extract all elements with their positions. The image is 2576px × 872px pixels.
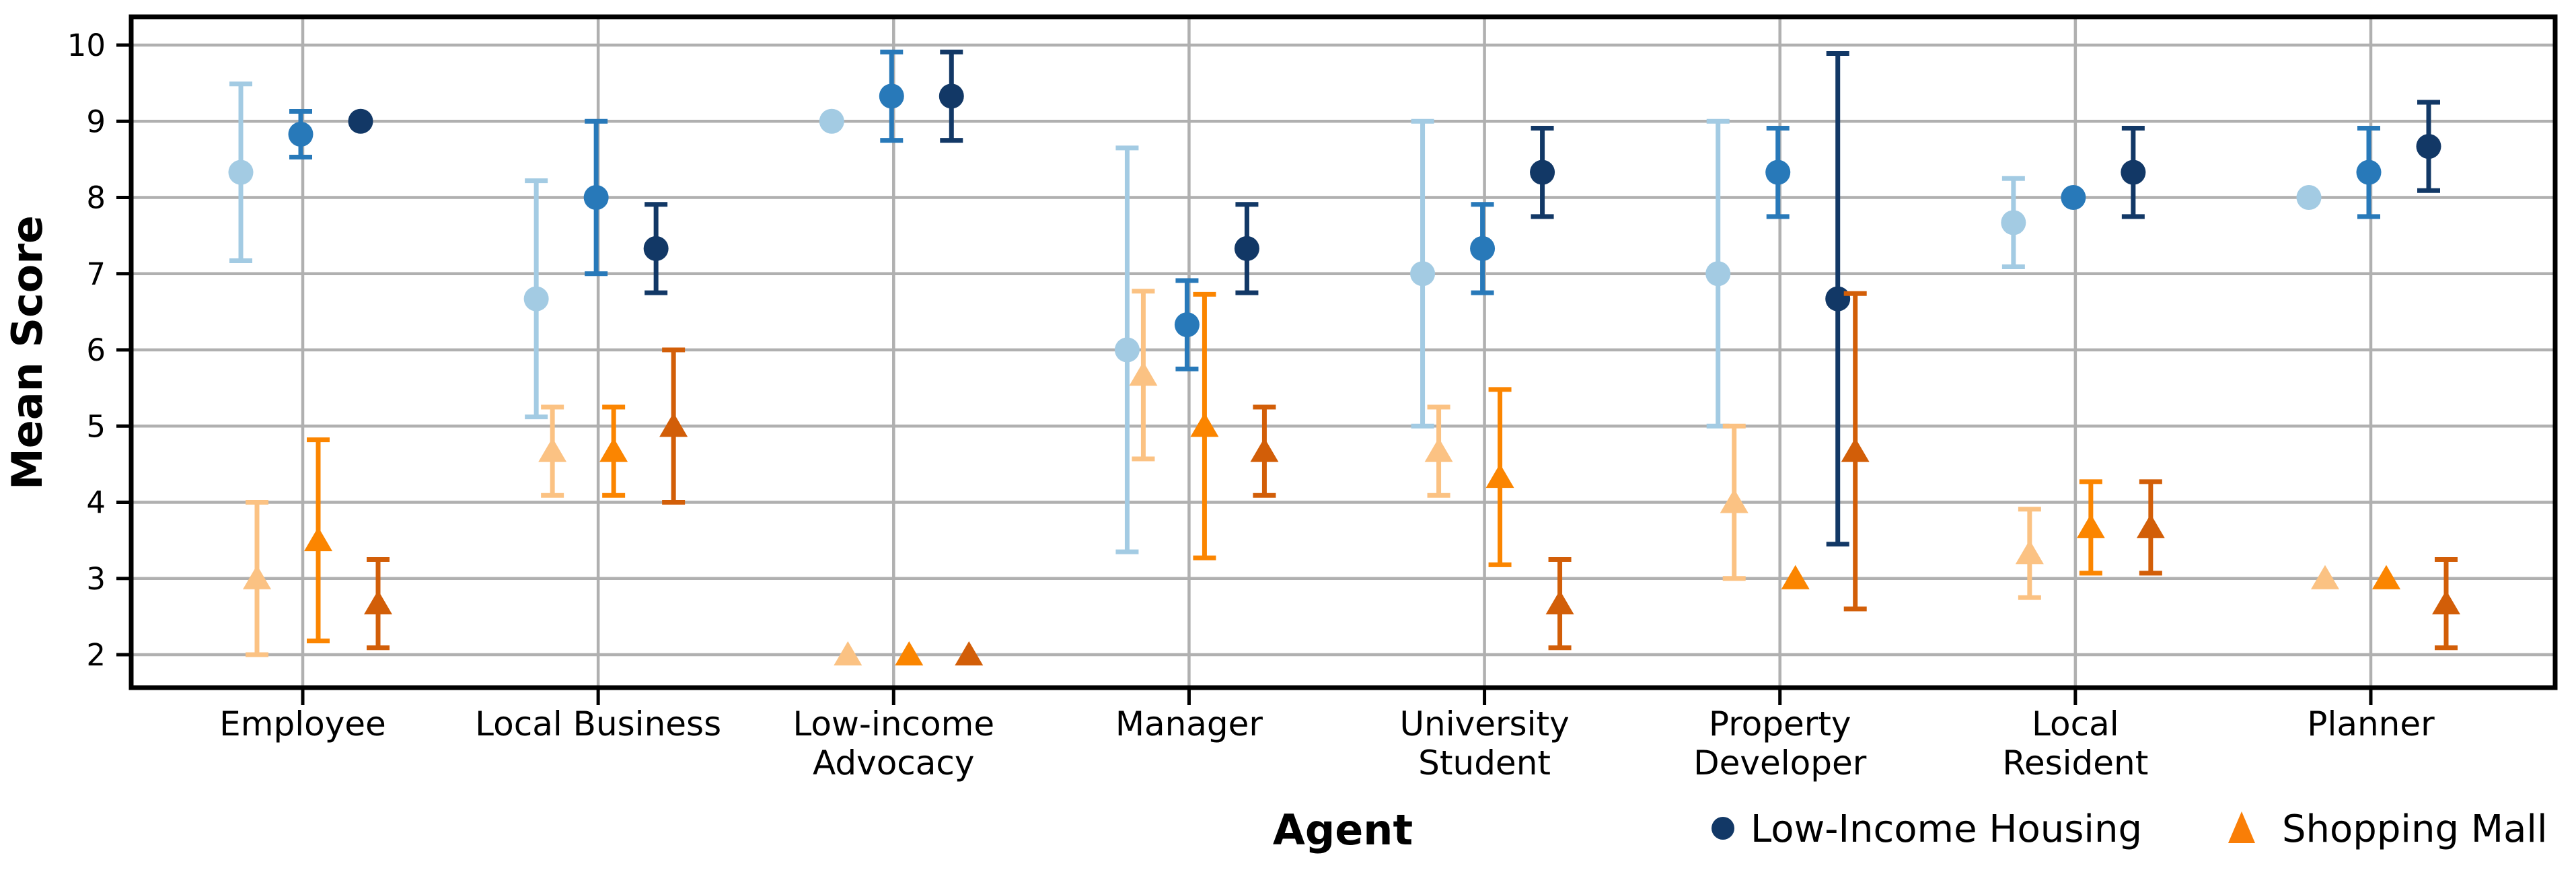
circle-marker: [1470, 235, 1496, 261]
triangle-marker: [2015, 540, 2044, 565]
circle-marker: [1705, 261, 1731, 287]
triangle-marker: [1424, 437, 1453, 462]
x-tick-label: Planner: [2307, 704, 2435, 743]
x-tick-label: University: [1399, 704, 1569, 743]
triangle-marker: [659, 412, 688, 437]
y-tick-label: 3: [86, 561, 106, 597]
y-tick-label: 2: [86, 637, 106, 673]
x-axis-title: Agent: [1273, 805, 1413, 855]
series-housing-2: [348, 49, 2441, 547]
x-tick-label: Property: [1709, 704, 1851, 743]
triangle-marker: [1545, 590, 1574, 615]
y-tick-label: 7: [86, 256, 106, 292]
y-axis-title: Mean Score: [3, 215, 52, 490]
circle-marker: [288, 122, 314, 147]
triangle-marker: [599, 437, 628, 462]
circle-marker: [583, 185, 609, 210]
triangle-marker: [2076, 513, 2105, 538]
triangle-marker: [834, 641, 862, 665]
triangle-marker: [2432, 590, 2460, 615]
legend-mall-marker-icon: [2228, 811, 2255, 843]
triangle-marker: [2372, 565, 2400, 589]
circle-marker: [348, 108, 373, 134]
x-tick-label: Employee: [219, 704, 386, 743]
circle-marker: [1174, 312, 1200, 338]
circle-marker: [2121, 159, 2146, 185]
triangle-marker: [895, 641, 924, 665]
plot-border: [128, 14, 2558, 690]
triangle-marker: [1190, 412, 1219, 437]
circle-marker: [1825, 286, 1851, 312]
triangle-marker: [1129, 361, 1158, 386]
series-housing-0: [228, 81, 2322, 554]
x-tick-label: Resident: [2002, 743, 2148, 783]
series-mall-4: [304, 291, 2400, 665]
series-housing-1: [288, 49, 2382, 371]
legend-housing-label: Low-Income Housing: [1751, 807, 2142, 851]
circle-marker: [523, 286, 549, 312]
circle-marker: [2061, 185, 2086, 210]
x-tick-label: Advocacy: [813, 743, 974, 783]
triangle-marker: [2136, 513, 2165, 538]
y-tick-label: 5: [86, 408, 106, 444]
circle-marker: [2296, 185, 2322, 210]
circle-marker: [2416, 134, 2441, 159]
grid-lines: [131, 17, 2555, 688]
circle-marker: [939, 83, 964, 109]
tick-labels: 2 3 4 5 6 7 8 9 10 Employee Local Business Low-inco…: [67, 28, 2435, 783]
x-tick-label: Low-income: [793, 704, 994, 743]
triangle-marker: [2311, 565, 2339, 589]
circle-marker: [228, 159, 254, 185]
circle-marker: [1410, 261, 1436, 287]
circle-marker: [1114, 337, 1140, 363]
circle-marker: [1234, 235, 1259, 261]
triangle-marker: [955, 641, 984, 665]
triangle-marker: [1250, 437, 1279, 462]
x-tick-label: Developer: [1693, 743, 1867, 783]
triangle-marker: [538, 437, 567, 462]
triangle-marker: [1781, 565, 1810, 589]
triangle-marker: [304, 527, 332, 552]
x-tick-label: Manager: [1115, 704, 1263, 743]
legend-mall-label: Shopping Mall: [2282, 807, 2548, 851]
y-tick-label: 4: [86, 485, 106, 521]
data-points: [228, 49, 2460, 665]
triangle-marker: [1720, 488, 1749, 513]
series-mall-5: [364, 291, 2460, 665]
y-tick-label: 6: [86, 332, 106, 368]
circle-marker: [819, 108, 844, 134]
legend: Low-Income Housing Shopping Mall: [1712, 807, 2548, 851]
y-tick-label: 10: [67, 28, 106, 63]
y-tick-label: 9: [86, 104, 106, 139]
legend-housing-marker-icon: [1712, 817, 1734, 840]
triangle-marker: [1485, 464, 1514, 488]
x-tick-label: Local: [2032, 704, 2119, 743]
circle-marker: [1765, 159, 1791, 185]
series-mall-3: [243, 289, 2339, 665]
x-tick-label: Student: [1418, 743, 1551, 783]
x-tick-label: Local Business: [475, 704, 721, 743]
circle-marker: [2001, 210, 2026, 235]
circle-marker: [879, 83, 904, 109]
axes: [116, 14, 2558, 705]
triangle-marker: [364, 590, 392, 615]
circle-marker: [2356, 159, 2382, 185]
y-tick-label: 8: [86, 180, 106, 216]
triangle-marker: [1841, 437, 1870, 462]
circle-marker: [643, 235, 669, 261]
circle-marker: [1530, 159, 1555, 185]
triangle-marker: [243, 565, 271, 589]
